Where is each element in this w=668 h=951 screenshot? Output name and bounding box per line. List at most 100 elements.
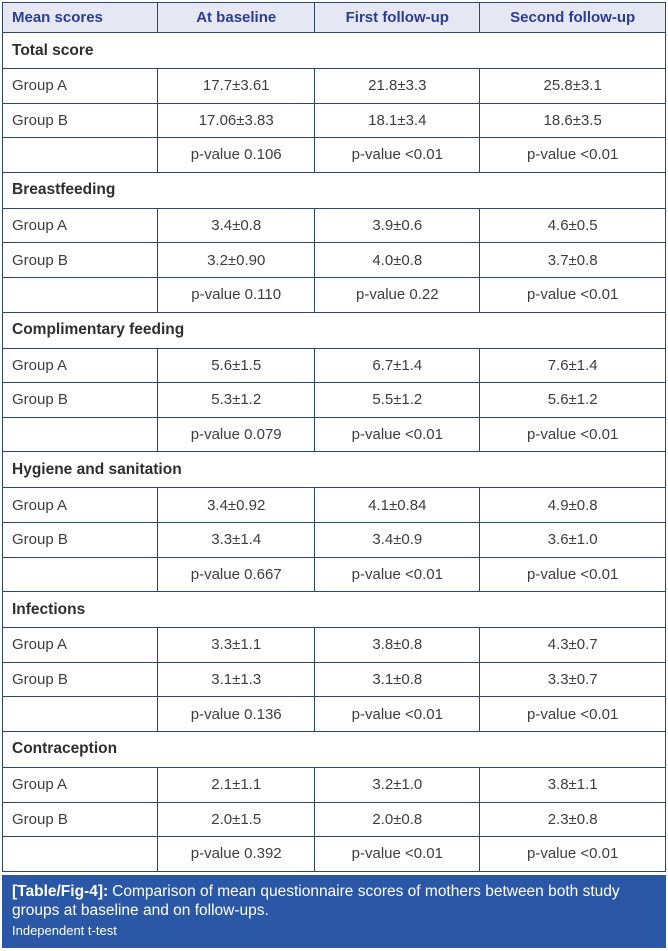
value-cell: 25.8±3.1 [479,68,666,104]
section-title: Complimentary feeding [2,311,666,349]
section-header-row: Hygiene and sanitation [2,451,666,489]
value-cell: 3.4±0.9 [314,521,481,558]
value-cell: p-value <0.01 [479,556,666,593]
row-label: Group B [1,521,159,558]
table-row: Group B 3.1±1.3 3.1±0.8 3.3±0.7 [1,661,666,698]
value-cell: 18.6±3.5 [479,102,666,139]
row-label [1,137,159,173]
section-header-row: Total score [2,32,666,69]
value-cell: p-value 0.667 [157,556,316,593]
table-row: Group A 3.4±0.92 4.1±0.84 4.9±0.8 [1,487,666,523]
value-cell: 18.1±3.4 [314,102,481,139]
table-row: Group B 2.0±1.5 2.0±0.8 2.3±0.8 [1,801,666,838]
value-cell: p-value 0.106 [157,137,316,173]
value-cell: p-value <0.01 [314,137,481,173]
value-cell: 3.4±0.92 [157,487,316,523]
value-cell: 3.9±0.6 [314,207,481,244]
value-cell: p-value <0.01 [479,696,666,732]
value-cell: p-value <0.01 [479,416,666,453]
value-cell: 4.0±0.8 [314,242,481,278]
value-cell: 3.2±1.0 [314,766,481,803]
value-cell: 3.1±1.3 [157,661,316,698]
row-label [1,276,159,313]
value-cell: 2.0±1.5 [157,801,316,838]
row-label [1,416,159,453]
table-row: p-value 0.079 p-value <0.01 p-value <0.01 [1,416,666,453]
table-row: Group A 2.1±1.1 3.2±1.0 3.8±1.1 [1,766,666,803]
value-cell: 5.5±1.2 [314,382,481,418]
table-row: Group A 17.7±3.61 21.8±3.3 25.8±3.1 [1,68,666,104]
table-row: p-value 0.110 p-value 0.22 p-value <0.01 [1,276,666,313]
column-header: First follow-up [314,2,481,33]
row-label: Group A [1,487,159,523]
value-cell: 4.6±0.5 [479,207,666,244]
value-cell: p-value <0.01 [314,836,481,872]
caption-tag: [Table/Fig-4]: [12,882,109,900]
figure-caption: [Table/Fig-4]: Comparison of mean questio… [2,874,666,948]
table-row: Group B 17.06±3.83 18.1±3.4 18.6±3.5 [1,102,666,139]
value-cell: 2.3±0.8 [479,801,666,838]
row-label: Group B [1,382,159,418]
section-header-row: Breastfeeding [2,171,666,209]
column-header: Second follow-up [479,2,666,33]
value-cell: 7.6±1.4 [479,347,666,384]
value-cell: 5.6±1.2 [479,382,666,418]
caption-note: Independent t-test [12,922,117,938]
section-title: Contraception [2,730,666,768]
value-cell: p-value <0.01 [479,137,666,173]
value-cell: 17.06±3.83 [157,102,316,139]
column-header: Mean scores [1,2,159,33]
section-title: Hygiene and sanitation [2,451,666,489]
value-cell: p-value <0.01 [479,836,666,872]
table-row: Group B 3.2±0.90 4.0±0.8 3.7±0.8 [1,242,666,278]
value-cell: 4.3±0.7 [479,627,666,663]
value-cell: 5.3±1.2 [157,382,316,418]
value-cell: 4.1±0.84 [314,487,481,523]
table-row: p-value 0.106 p-value <0.01 p-value <0.01 [1,137,666,173]
row-label: Group B [1,102,159,139]
row-label [1,556,159,593]
table-row: Group B 5.3±1.2 5.5±1.2 5.6±1.2 [1,382,666,418]
value-cell: 3.3±0.7 [479,661,666,698]
section-header-row: Complimentary feeding [2,311,666,349]
value-cell: 3.3±1.4 [157,521,316,558]
row-label: Group A [1,627,159,663]
section-title: Total score [2,32,666,69]
value-cell: p-value <0.01 [314,416,481,453]
table-row: Group B 3.3±1.4 3.4±0.9 3.6±1.0 [1,521,666,558]
value-cell: p-value 0.110 [157,276,316,313]
section-header-row: Infections [2,591,666,629]
section-title: Infections [2,591,666,629]
header-row: Mean scores At baseline First follow-up Sec… [1,2,666,33]
column-header: At baseline [157,2,316,33]
table-row: p-value 0.136 p-value <0.01 p-value <0.01 [1,696,666,732]
value-cell: 3.4±0.8 [157,207,316,244]
value-cell: p-value <0.01 [479,276,666,313]
value-cell: 3.8±0.8 [314,627,481,663]
value-cell: 3.8±1.1 [479,766,666,803]
row-label: Group A [1,347,159,384]
caption-text-line: [Table/Fig-4]: Comparison of mean questio… [12,882,656,921]
row-label [1,836,159,872]
value-cell: 2.0±0.8 [314,801,481,838]
value-cell: 3.1±0.8 [314,661,481,698]
row-label: Group B [1,242,159,278]
section-title: Breastfeeding [2,171,666,209]
value-cell: 3.3±1.1 [157,627,316,663]
value-cell: 5.6±1.5 [157,347,316,384]
value-cell: 6.7±1.4 [314,347,481,384]
value-cell: p-value <0.01 [314,556,481,593]
value-cell: p-value 0.136 [157,696,316,732]
value-cell: 21.8±3.3 [314,68,481,104]
value-cell: 3.6±1.0 [479,521,666,558]
value-cell: 3.2±0.90 [157,242,316,278]
value-cell: p-value <0.01 [314,696,481,732]
value-cell: 17.7±3.61 [157,68,316,104]
value-cell: 3.7±0.8 [479,242,666,278]
value-cell: p-value 0.22 [314,276,481,313]
table-row: Group A 3.3±1.1 3.8±0.8 4.3±0.7 [1,627,666,663]
row-label: Group A [1,207,159,244]
table-row: p-value 0.667 p-value <0.01 p-value <0.01 [1,556,666,593]
row-label: Group A [1,68,159,104]
